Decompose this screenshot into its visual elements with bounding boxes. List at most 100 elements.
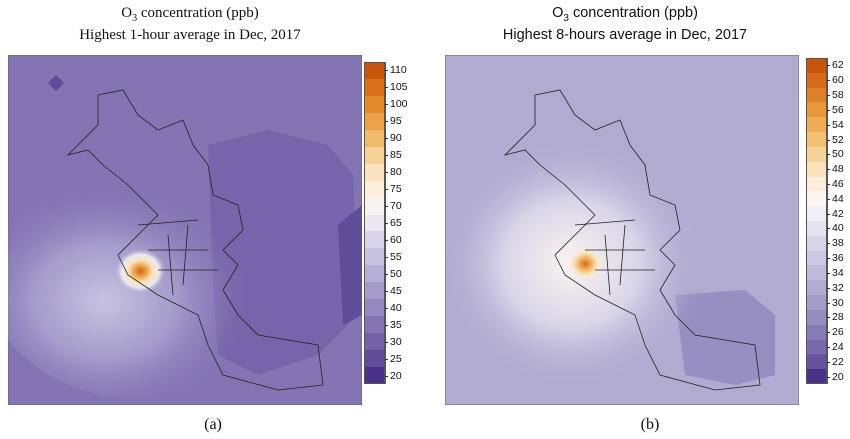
legend-b-tick-label: 20 (832, 370, 844, 383)
legend-a-tick-label: 60 (390, 233, 402, 246)
legend-a-tick-label: 110 (390, 64, 407, 77)
legend-a-tick-label: 45 (390, 284, 402, 297)
legend-b-tick-mark (826, 80, 830, 82)
legend-a-tick-label: 100 (390, 98, 408, 111)
legend-b-tick-label: 26 (832, 326, 844, 339)
legend-a-tick-mark (384, 324, 388, 326)
legend-a-tick-label: 65 (390, 217, 402, 229)
legend-b-tick-label: 40 (832, 222, 844, 235)
legend-a-tick-label: 80 (390, 166, 402, 179)
legend-b-tick-mark (826, 332, 830, 334)
legend-b-tick-label: 54 (832, 118, 844, 131)
legend-b-tick-mark (826, 302, 830, 304)
legend-a-tick-label: 70 (390, 200, 402, 213)
map-b-boundaries (503, 89, 761, 391)
legend-b-tick-mark (826, 317, 830, 319)
map-panel-a (8, 55, 362, 405)
legend-b-tick-mark (826, 258, 830, 260)
legend-a-tick-mark (384, 70, 388, 72)
legend-b-tick-label: 22 (832, 355, 844, 368)
legend-b-tick-mark (826, 361, 830, 363)
legend-a-tick-label: 40 (390, 301, 402, 314)
legend-a-tick-mark (384, 239, 388, 241)
legend-b-tick-mark (826, 198, 830, 200)
legend-a-tick-mark (384, 189, 388, 191)
legend-b-tick-label: 24 (832, 340, 844, 353)
map-a-edge-band (338, 205, 362, 325)
legend-b-tick-mark (826, 213, 830, 215)
legend-b-tick-mark (826, 169, 830, 171)
legend-a-tick-mark (384, 307, 388, 309)
legend-a-tick-mark (384, 138, 388, 140)
legend-a-tick-label: 25 (390, 352, 402, 365)
legend-a-tick-mark (384, 87, 388, 89)
legend-a-tick-mark (384, 273, 388, 275)
map-b-hotspot (535, 200, 655, 310)
legend-b-tick-label: 42 (832, 207, 844, 220)
legend-b-tick-label: 38 (832, 237, 844, 250)
legend-b-tick-label: 32 (832, 281, 844, 294)
legend-a-tick-mark (384, 375, 388, 377)
legend-b-tick-label: 44 (832, 192, 844, 205)
legend-b-tick-label: 58 (832, 89, 844, 102)
legend-b-tick-label: 60 (832, 74, 844, 87)
legend-b-tick-label: 50 (832, 148, 844, 161)
panel-a-title-line1: O3 concentration (ppb) (121, 5, 259, 24)
map-a-diamond (48, 75, 64, 91)
legend-b-border (806, 58, 827, 384)
legend-b-tick-mark (826, 183, 830, 185)
panel-b-title-line1: O3 concentration (ppb) (552, 5, 698, 24)
legend-b-tick-label: 30 (832, 296, 844, 309)
legend-a-tick-mark (384, 172, 388, 174)
legend-a-tick-label: 75 (390, 183, 402, 196)
legend-b-tick-mark (826, 346, 830, 348)
legend-a-tick-mark (384, 290, 388, 292)
panel-a-title-line2: Highest 1-hour average in Dec, 2017 (79, 27, 301, 43)
panel-b-caption: (b) (640, 416, 660, 433)
legend-a-tick-label: 95 (390, 115, 402, 128)
legend-b-tick-label: 48 (832, 163, 844, 176)
legend-a-tick-label: 35 (390, 318, 402, 331)
legend-b-tick-mark (826, 109, 830, 111)
panel-a-title: O3 concentration (ppb) Highest 1-hour av… (20, 5, 360, 44)
map-panel-b (445, 55, 799, 405)
legend-a-tick-mark (384, 341, 388, 343)
panel-b-title: O3 concentration (ppb) Highest 8-hours a… (455, 5, 795, 44)
legend-a-tick-mark (384, 358, 388, 360)
panel-b-title-line2: Highest 8-hours average in Dec, 2017 (502, 26, 748, 43)
legend-b-tick-label: 36 (832, 252, 844, 265)
legend-b-tick-label: 46 (832, 177, 844, 190)
legend-b-tick-mark (826, 65, 830, 67)
legend-b-tick-mark (826, 124, 830, 126)
legend-a-tick-label: 90 (390, 132, 402, 145)
legend-a-tick-mark (384, 256, 388, 258)
legend-b-tick-mark (826, 272, 830, 274)
legend-b-tick-mark (826, 95, 830, 97)
map-a-boundaries (66, 89, 324, 391)
legend-a-tick-mark (384, 223, 388, 224)
legend-a-border (364, 62, 385, 384)
legend-b-tick-label: 56 (832, 103, 844, 116)
legend-b-tick-mark (826, 376, 830, 378)
legend-b-tick-mark (826, 139, 830, 141)
legend-b-tick-label: 34 (832, 266, 844, 279)
legend-a-tick-label: 30 (390, 335, 402, 348)
legend-b-tick-mark (826, 154, 830, 156)
legend-a-tick-label: 85 (390, 149, 402, 162)
legend-b-tick-mark (826, 243, 830, 245)
legend-a-tick-mark (384, 104, 388, 106)
panel-a-caption: (a) (204, 416, 222, 433)
legend-a-tick-mark (384, 206, 388, 208)
legend-b-tick-mark (826, 287, 830, 289)
legend-b-tick-label: 28 (832, 311, 844, 324)
map-a-hotspot (83, 198, 223, 322)
legend-b-tick-label: 52 (832, 133, 844, 146)
legend-b-tick-label: 62 (832, 59, 844, 72)
legend-a-tick-label: 55 (390, 250, 402, 263)
legend-a-tick-label: 50 (390, 267, 402, 280)
legend-a-tick-label: 20 (390, 369, 402, 382)
legend-b-tick-mark (826, 228, 830, 230)
legend-a-tick-mark (384, 155, 388, 157)
legend-a-tick-label: 105 (390, 81, 408, 94)
legend-a-tick-mark (384, 121, 388, 123)
